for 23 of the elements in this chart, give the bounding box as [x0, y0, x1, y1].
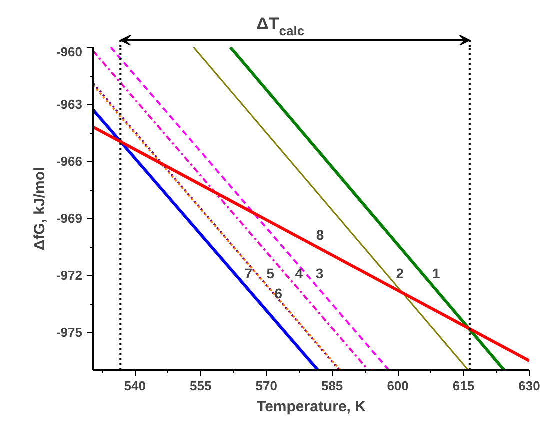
x-tick-label: 630	[518, 378, 540, 394]
series-label: 7	[244, 266, 253, 282]
series-label: 4	[295, 266, 304, 282]
y-tick-label: -966	[56, 154, 83, 169]
series-label: 2	[396, 266, 404, 282]
x-tick-label: 585	[321, 378, 344, 394]
y-tick-label: -972	[56, 268, 83, 283]
y-tick-label: -963	[56, 97, 83, 112]
x-tick-label: 615	[452, 378, 475, 394]
y-tick-label: -975	[56, 325, 83, 340]
series-label: 8	[316, 226, 324, 243]
series-label: 6	[274, 286, 283, 302]
x-tick-label: 570	[256, 378, 278, 394]
y-tick-label: -960	[56, 44, 83, 60]
x-tick-label: 600	[387, 378, 409, 394]
series-label: 3	[316, 266, 324, 282]
series-label: 5	[266, 266, 275, 282]
x-tick-label: 540	[124, 378, 146, 394]
y-tick-label: -969	[56, 211, 83, 226]
x-axis-title: Temperature, K	[257, 398, 366, 416]
x-tick-label: 555	[190, 378, 212, 394]
series-label: 1	[432, 266, 440, 282]
y-axis-title: ΔfG, kJ/mol	[31, 167, 48, 251]
